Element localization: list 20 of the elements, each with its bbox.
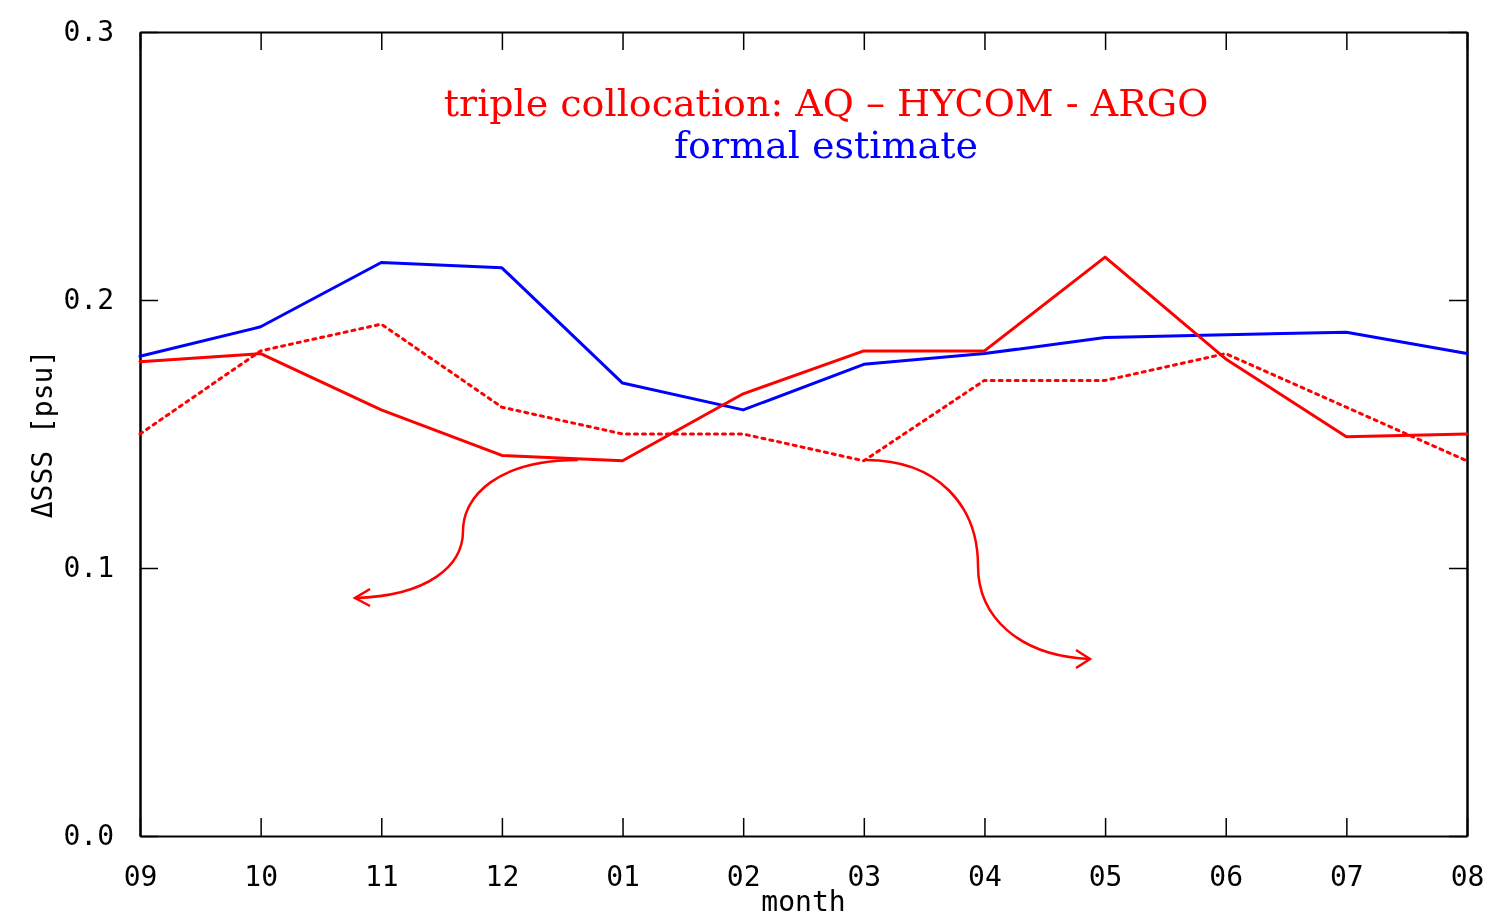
y-axis-title: ΔSSS [psu] — [26, 349, 59, 519]
x-tick-label: 11 — [364, 859, 399, 893]
x-tick-label: 04 — [968, 859, 1002, 893]
x-tick-label: 09 — [123, 859, 158, 893]
x-tick-label: 06 — [1209, 859, 1244, 893]
x-tick-label: 07 — [1330, 859, 1364, 893]
x-axis-title: month — [761, 885, 846, 918]
x-tick-label: 12 — [485, 859, 520, 893]
x-tick-label: 03 — [847, 859, 882, 893]
x-tick-label: 08 — [1450, 859, 1485, 893]
y-tick-label: 0.2 — [63, 283, 114, 317]
x-tick-label: 01 — [606, 859, 640, 893]
x-tick-label: 02 — [726, 859, 761, 893]
annotation: triple collocation: AQ – HYCOM - ARGO — [443, 81, 1209, 125]
x-tick-label: 10 — [244, 859, 278, 893]
x-tick-label: 05 — [1088, 859, 1123, 893]
y-tick-label: 0.1 — [63, 551, 114, 585]
text: formal estimate — [674, 123, 978, 167]
y-tick-label: 0.3 — [63, 15, 114, 49]
y-tick-label: 0.0 — [63, 819, 114, 853]
